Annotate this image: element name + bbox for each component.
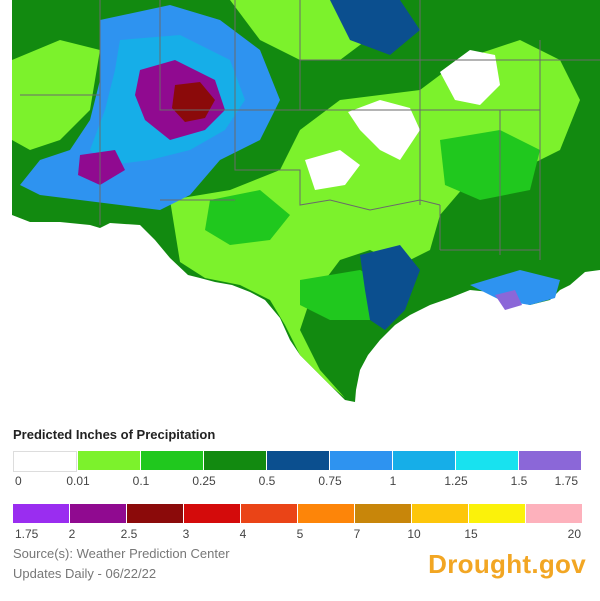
legend-title: Predicted Inches of Precipitation xyxy=(13,427,216,442)
updated-text: Updates Daily - 06/22/22 xyxy=(13,566,157,581)
source-text: Source(s): Weather Prediction Center xyxy=(13,546,230,561)
legend-tick-label: 2.5 xyxy=(120,527,138,541)
legend-tick-label: 1 xyxy=(389,474,397,488)
legend-tick-label: 0.1 xyxy=(132,474,150,488)
navy-north xyxy=(330,0,420,55)
legend-swatch xyxy=(355,504,411,523)
legend-tick-label: 10 xyxy=(407,527,421,541)
light-green-plains xyxy=(170,40,580,398)
legend-tick-label: 3 xyxy=(182,527,190,541)
legend-swatch xyxy=(241,504,297,523)
legend-row-lower xyxy=(13,504,583,523)
mid-green-east xyxy=(440,130,540,200)
legend-tick-label: 4 xyxy=(239,527,247,541)
legend-tick-label: 1.5 xyxy=(510,474,528,488)
legend-swatch xyxy=(78,451,140,470)
legend-swatch xyxy=(13,504,69,523)
precipitation-map xyxy=(12,0,600,402)
state-borders xyxy=(20,0,600,260)
legend-swatch xyxy=(204,451,266,470)
legend-tick-label: 0 xyxy=(15,474,22,488)
legend-tick-label: 15 xyxy=(464,527,478,541)
legend-tick-label: 5 xyxy=(296,527,304,541)
legend-swatch xyxy=(526,504,582,523)
legend-swatch xyxy=(393,451,455,470)
legend-tick-label: 1.75 xyxy=(15,527,39,541)
legend-tick-label: 2 xyxy=(68,527,76,541)
legend-tick-label: 1.75 xyxy=(554,474,578,488)
legend-swatch xyxy=(298,504,354,523)
legend-swatch xyxy=(456,451,518,470)
legend-row-upper xyxy=(13,451,582,472)
legend-tick-label: 20 xyxy=(567,527,581,541)
dry-area-ozarks xyxy=(440,50,500,105)
legend-swatch xyxy=(412,504,468,523)
purple-nm xyxy=(78,150,125,185)
legend-swatch xyxy=(267,451,329,470)
dark-red-colorado xyxy=(172,82,215,122)
legend-swatch xyxy=(70,504,126,523)
drought-gov-logo[interactable]: Drought.gov xyxy=(428,549,586,579)
legend-swatch xyxy=(184,504,240,523)
blue-louisiana-coast xyxy=(470,270,560,305)
legend-swatch xyxy=(13,451,77,472)
legend-swatch xyxy=(141,451,203,470)
legend-tick-label: 1.25 xyxy=(444,474,468,488)
legend-tick-label: 7 xyxy=(353,527,361,541)
map-svg xyxy=(12,0,600,402)
dry-area-kansas xyxy=(348,100,420,160)
navy-gulf-coast xyxy=(360,245,420,330)
legend-swatch xyxy=(127,504,183,523)
legend-swatch xyxy=(330,451,392,470)
lavender-gulf xyxy=(495,290,522,310)
legend-tick-label: 0.25 xyxy=(192,474,216,488)
legend-tick-label: 0.5 xyxy=(258,474,276,488)
legend-tick-label: 0.75 xyxy=(318,474,342,488)
mid-green-central xyxy=(205,190,290,245)
dry-area-oklahoma xyxy=(305,150,360,190)
legend-tick-label: 0.01 xyxy=(66,474,90,488)
legend-swatch xyxy=(469,504,525,523)
legend-swatch xyxy=(519,451,581,470)
